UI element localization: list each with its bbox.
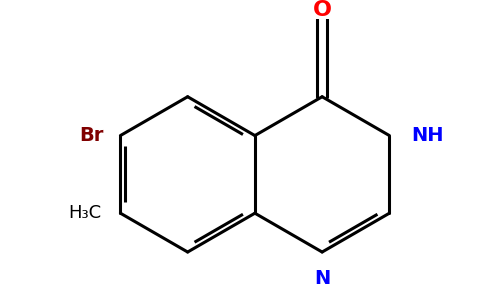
Text: O: O <box>313 0 332 20</box>
Text: H₃C: H₃C <box>68 204 101 222</box>
Text: NH: NH <box>411 126 444 145</box>
Text: Br: Br <box>79 126 103 145</box>
Text: N: N <box>314 269 330 288</box>
